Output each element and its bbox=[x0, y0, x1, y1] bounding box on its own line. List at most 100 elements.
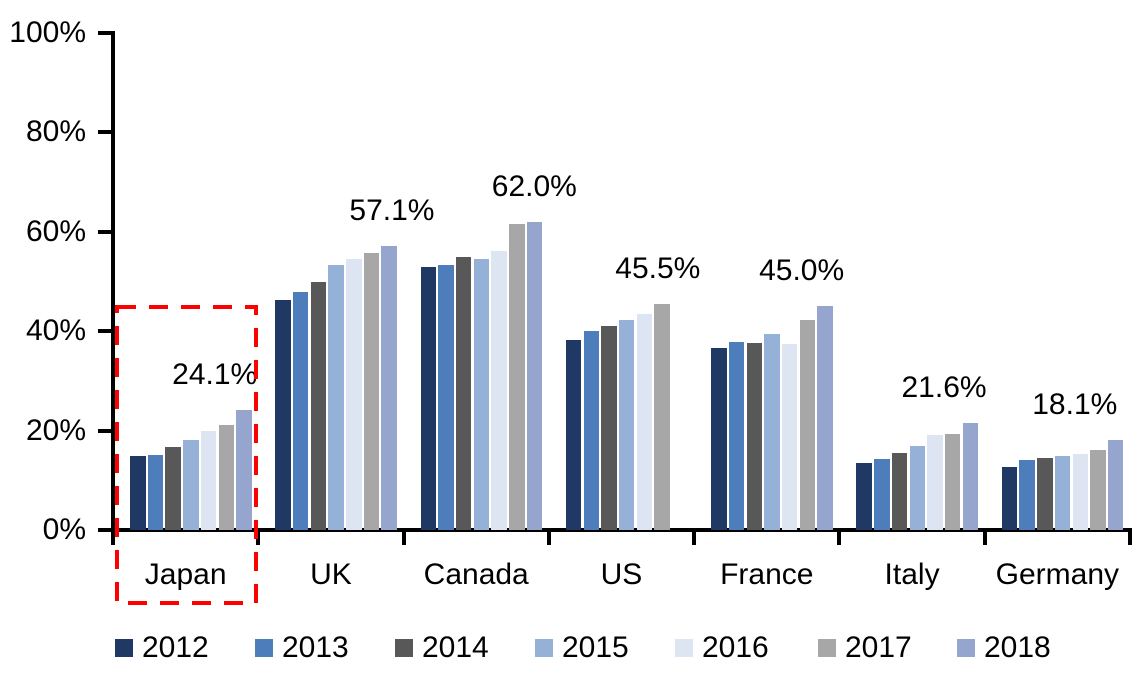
y-axis-tick-label: 60% bbox=[25, 214, 86, 248]
legend-swatch-2013 bbox=[255, 639, 273, 657]
bar-us-2014 bbox=[601, 325, 617, 530]
legend-label-2015: 2015 bbox=[562, 631, 629, 664]
y-axis-tick-label: 40% bbox=[25, 314, 86, 348]
bar-italy-2018 bbox=[962, 422, 979, 530]
bar-france-2017 bbox=[799, 319, 816, 530]
legend-swatch-2012 bbox=[115, 639, 133, 657]
legend-label-2016: 2016 bbox=[702, 631, 769, 664]
y-axis-tick bbox=[98, 528, 111, 532]
x-axis-line bbox=[111, 528, 1132, 532]
bar-us-2015 bbox=[618, 319, 635, 530]
bar-japan-2012 bbox=[130, 456, 146, 530]
bar-canada-2013 bbox=[438, 264, 454, 530]
data-label-us: 45.5% bbox=[615, 251, 701, 285]
legend-label-2013: 2013 bbox=[282, 631, 349, 664]
bar-germany-2012 bbox=[1001, 466, 1018, 530]
bar-japan-2015 bbox=[183, 440, 199, 530]
bar-japan-2018 bbox=[236, 410, 252, 530]
bar-canada-2017 bbox=[509, 223, 525, 530]
bar-germany-2017 bbox=[1090, 450, 1106, 530]
x-axis-tick bbox=[837, 528, 842, 545]
bar-uk-2017 bbox=[363, 253, 380, 530]
legend-label-2012: 2012 bbox=[142, 631, 209, 664]
bar-uk-2018 bbox=[381, 246, 397, 530]
bar-germany-2015 bbox=[1054, 456, 1071, 530]
bar-us-2013 bbox=[583, 330, 600, 530]
bar-france-2018 bbox=[817, 306, 833, 530]
bar-italy-2015 bbox=[909, 445, 926, 530]
legend-swatch-2014 bbox=[395, 639, 413, 657]
data-label-france: 45.0% bbox=[759, 254, 845, 288]
y-axis-tick-label: 0% bbox=[42, 513, 86, 546]
bar-germany-2018 bbox=[1107, 440, 1124, 530]
y-axis-tick bbox=[98, 329, 111, 334]
x-axis-tick bbox=[982, 528, 987, 545]
x-axis-label-canada: Canada bbox=[423, 558, 529, 591]
bar-japan-2014 bbox=[165, 446, 181, 530]
bar-canada-2014 bbox=[455, 257, 472, 530]
bar-italy-2012 bbox=[856, 463, 872, 530]
x-axis-tick bbox=[111, 528, 115, 545]
bar-uk-2014 bbox=[310, 281, 327, 530]
bar-france-2014 bbox=[746, 342, 763, 530]
data-label-canada: 62.0% bbox=[491, 169, 577, 203]
bar-us-2017 bbox=[654, 303, 670, 530]
bar-uk-2012 bbox=[275, 299, 291, 530]
bar-uk-2013 bbox=[292, 291, 309, 530]
y-axis-tick bbox=[98, 428, 111, 433]
bar-france-2015 bbox=[764, 334, 780, 530]
x-axis-label-italy: Italy bbox=[884, 558, 940, 591]
legend-item-2016: 2016 bbox=[675, 631, 795, 665]
y-axis-tick-label: 100% bbox=[9, 16, 86, 49]
legend-item-2013: 2013 bbox=[255, 631, 375, 665]
x-axis-label-japan: Japan bbox=[144, 558, 227, 591]
legend-swatch-2018 bbox=[957, 639, 975, 657]
x-axis-tick bbox=[1128, 528, 1132, 545]
x-axis-label-uk: UK bbox=[310, 558, 352, 591]
data-label-germany: 18.1% bbox=[1032, 388, 1118, 422]
bar-canada-2016 bbox=[491, 250, 507, 530]
bar-canada-2018 bbox=[526, 221, 543, 530]
bar-canada-2015 bbox=[473, 258, 490, 530]
x-axis-tick bbox=[546, 528, 551, 545]
data-label-japan: 24.1% bbox=[172, 358, 258, 392]
bar-us-2016 bbox=[636, 313, 653, 530]
bar-japan-2013 bbox=[147, 455, 164, 530]
bar-japan-2016 bbox=[200, 430, 217, 530]
bar-france-2013 bbox=[728, 341, 745, 530]
bar-germany-2016 bbox=[1072, 453, 1088, 530]
legend-label-2017: 2017 bbox=[845, 631, 912, 664]
y-axis-tick bbox=[98, 229, 111, 234]
legend-item-2015: 2015 bbox=[535, 631, 655, 665]
bar-italy-2016 bbox=[927, 434, 943, 530]
legend-item-2012: 2012 bbox=[115, 631, 235, 665]
bar-italy-2013 bbox=[874, 459, 890, 530]
bar-japan-2017 bbox=[218, 425, 234, 530]
bar-italy-2017 bbox=[944, 433, 961, 530]
x-axis-label-us: US bbox=[600, 558, 643, 591]
bar-uk-2015 bbox=[328, 265, 344, 530]
x-axis-tick bbox=[401, 528, 406, 545]
x-axis-tick bbox=[256, 528, 261, 545]
bar-germany-2013 bbox=[1019, 459, 1035, 530]
bar-italy-2014 bbox=[891, 452, 908, 530]
legend-item-2014: 2014 bbox=[395, 631, 515, 665]
legend-label-2014: 2014 bbox=[422, 631, 489, 664]
legend-swatch-2017 bbox=[818, 639, 836, 657]
y-axis-tick-label: 20% bbox=[25, 413, 86, 447]
bar-germany-2014 bbox=[1037, 458, 1053, 530]
legend-item-2017: 2017 bbox=[818, 631, 938, 665]
x-axis-label-france: France bbox=[720, 558, 814, 591]
data-label-italy: 21.6% bbox=[901, 370, 987, 404]
data-label-uk: 57.1% bbox=[349, 194, 435, 228]
y-axis-tick bbox=[98, 31, 111, 35]
y-axis-tick bbox=[98, 130, 111, 135]
bar-canada-2012 bbox=[420, 266, 437, 530]
y-axis-line bbox=[111, 31, 115, 532]
bar-france-2012 bbox=[711, 348, 727, 530]
bar-us-2012 bbox=[565, 339, 582, 530]
legend-item-2018: 2018 bbox=[957, 631, 1077, 665]
x-axis-tick bbox=[692, 528, 697, 545]
bar-france-2016 bbox=[781, 344, 798, 530]
